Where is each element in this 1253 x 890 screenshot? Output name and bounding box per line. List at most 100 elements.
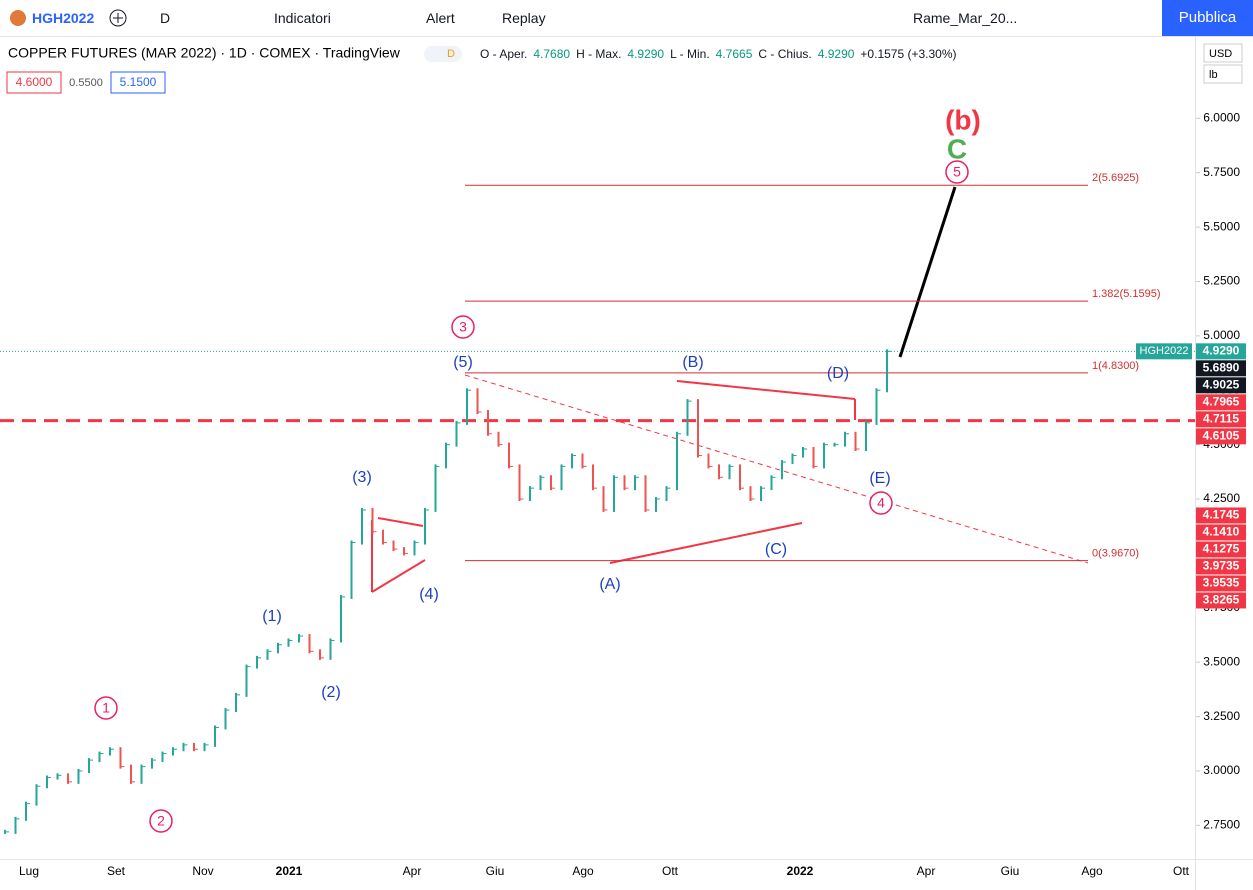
y-tick-label: 5.5000 [1203, 219, 1240, 233]
wave-label: (B) [682, 354, 703, 371]
price-bar [182, 742, 185, 752]
chart: COPPER FUTURES (MAR 2022) · 1D · COMEX ·… [0, 37, 1253, 890]
last-price-label: 4.9290 [1203, 343, 1240, 357]
price-badge-label: 4.1745 [1203, 508, 1240, 522]
y-tick-label: 5.2500 [1203, 274, 1240, 288]
price-badge-label: 3.9735 [1203, 559, 1240, 573]
add-button[interactable] [108, 8, 128, 28]
price-bar [581, 453, 584, 469]
price-bar [277, 642, 279, 654]
price-bar [14, 816, 17, 834]
price-bar [413, 540, 416, 556]
symbol[interactable]: HGH2022 [32, 10, 95, 26]
price-bar [77, 768, 80, 784]
y-tick-label: 4.2500 [1203, 491, 1240, 505]
price-bar [781, 460, 783, 480]
wave-label: (3) [352, 469, 372, 486]
price-bar [56, 773, 59, 780]
price-bar [613, 475, 615, 512]
x-tick-label: Set [107, 864, 126, 878]
price-badge [1196, 394, 1246, 411]
price-bar [109, 747, 111, 756]
price-badge-label: 4.6105 [1203, 428, 1240, 442]
price-bar [739, 464, 741, 491]
unit[interactable]: lb [1209, 69, 1218, 81]
wave-label: (D) [827, 365, 849, 382]
x-tick-label: Ott [1173, 864, 1190, 878]
currency[interactable]: USD [1209, 48, 1232, 60]
price-badge-label: 4.9025 [1203, 377, 1240, 391]
fib-label: 1.382(5.1595) [1092, 288, 1161, 300]
ohlc-item: 4.7680 [533, 47, 570, 61]
price-bar [245, 664, 248, 697]
y-tick-label: 5.0000 [1203, 328, 1240, 342]
publish-button[interactable]: Pubblica [1162, 0, 1253, 36]
price-bar [67, 773, 69, 784]
price-bar [46, 775, 48, 789]
price-bar [130, 764, 132, 784]
price-bar [392, 540, 395, 552]
box [110, 71, 166, 94]
price-bar [707, 453, 710, 469]
replay[interactable]: Replay [502, 10, 546, 26]
price-bar [749, 486, 752, 502]
axis-border [1195, 37, 1196, 890]
y-tick-label: 2.7500 [1203, 818, 1240, 832]
layout-name[interactable]: Rame_Mar_20... [913, 10, 1018, 26]
legend-title: COPPER FUTURES (MAR 2022) · 1D · COMEX ·… [8, 45, 401, 61]
interval[interactable]: D [160, 10, 171, 26]
price-bar [550, 475, 552, 491]
price-bar [319, 649, 321, 660]
price-badge [1196, 541, 1246, 558]
fib-label: 0(3.9670) [1092, 548, 1139, 560]
price-bar [203, 742, 206, 752]
price-badge [1196, 592, 1246, 609]
toolbar: HGH2022 D Indicatori Alert Replay Rame_M… [0, 0, 1253, 37]
price-bar [791, 453, 794, 465]
price-bar [686, 399, 689, 436]
price-bar [193, 742, 195, 752]
price-badge [1196, 428, 1246, 445]
price-bar [644, 475, 647, 512]
ohlc-item: +0.1575 (+3.30%) [860, 47, 956, 61]
x-tick-label: Ago [572, 864, 594, 878]
y-tick-label: 5.7500 [1203, 165, 1240, 179]
legend-badge-bg [424, 46, 462, 62]
price-badge [1196, 524, 1246, 541]
x-tick-label: 2022 [787, 864, 814, 878]
price-bar [308, 634, 311, 654]
wave-circle [149, 809, 173, 833]
price-bar [886, 349, 888, 393]
price-bar [466, 388, 468, 425]
x-tick-label: 2021 [276, 864, 303, 878]
wave-circle [94, 696, 118, 720]
x-tick-label: Nov [192, 864, 213, 878]
x-tick-label: Apr [917, 864, 936, 878]
unit-box[interactable] [1203, 64, 1243, 84]
price-bar [161, 751, 164, 763]
last-price-name: HGH2022 [1140, 345, 1189, 357]
price-bar [697, 399, 699, 458]
price-bar [224, 708, 227, 730]
indicators[interactable]: Indicatori [274, 10, 331, 26]
alert[interactable]: Alert [426, 10, 455, 26]
y-tick-label: 3.5000 [1203, 654, 1240, 668]
price-bar [854, 431, 857, 451]
price-bar [403, 547, 405, 556]
legend-badge: D [447, 48, 455, 60]
price-bar [266, 649, 269, 660]
wave-label: (4) [419, 586, 439, 603]
price-bar [676, 431, 678, 491]
price-bar [529, 486, 531, 502]
currency-box[interactable] [1203, 43, 1243, 63]
ohlc-item: 4.9290 [818, 47, 855, 61]
price-bar [35, 784, 38, 806]
fib-label: 2(5.6925) [1092, 172, 1139, 184]
ohlc-item: 4.7665 [716, 47, 753, 61]
x-tick-label: Giu [1001, 864, 1020, 878]
x-tick-label: Ago [1081, 864, 1103, 878]
price-bar [172, 747, 174, 756]
price-bar [487, 410, 489, 436]
price-bar [298, 634, 300, 643]
